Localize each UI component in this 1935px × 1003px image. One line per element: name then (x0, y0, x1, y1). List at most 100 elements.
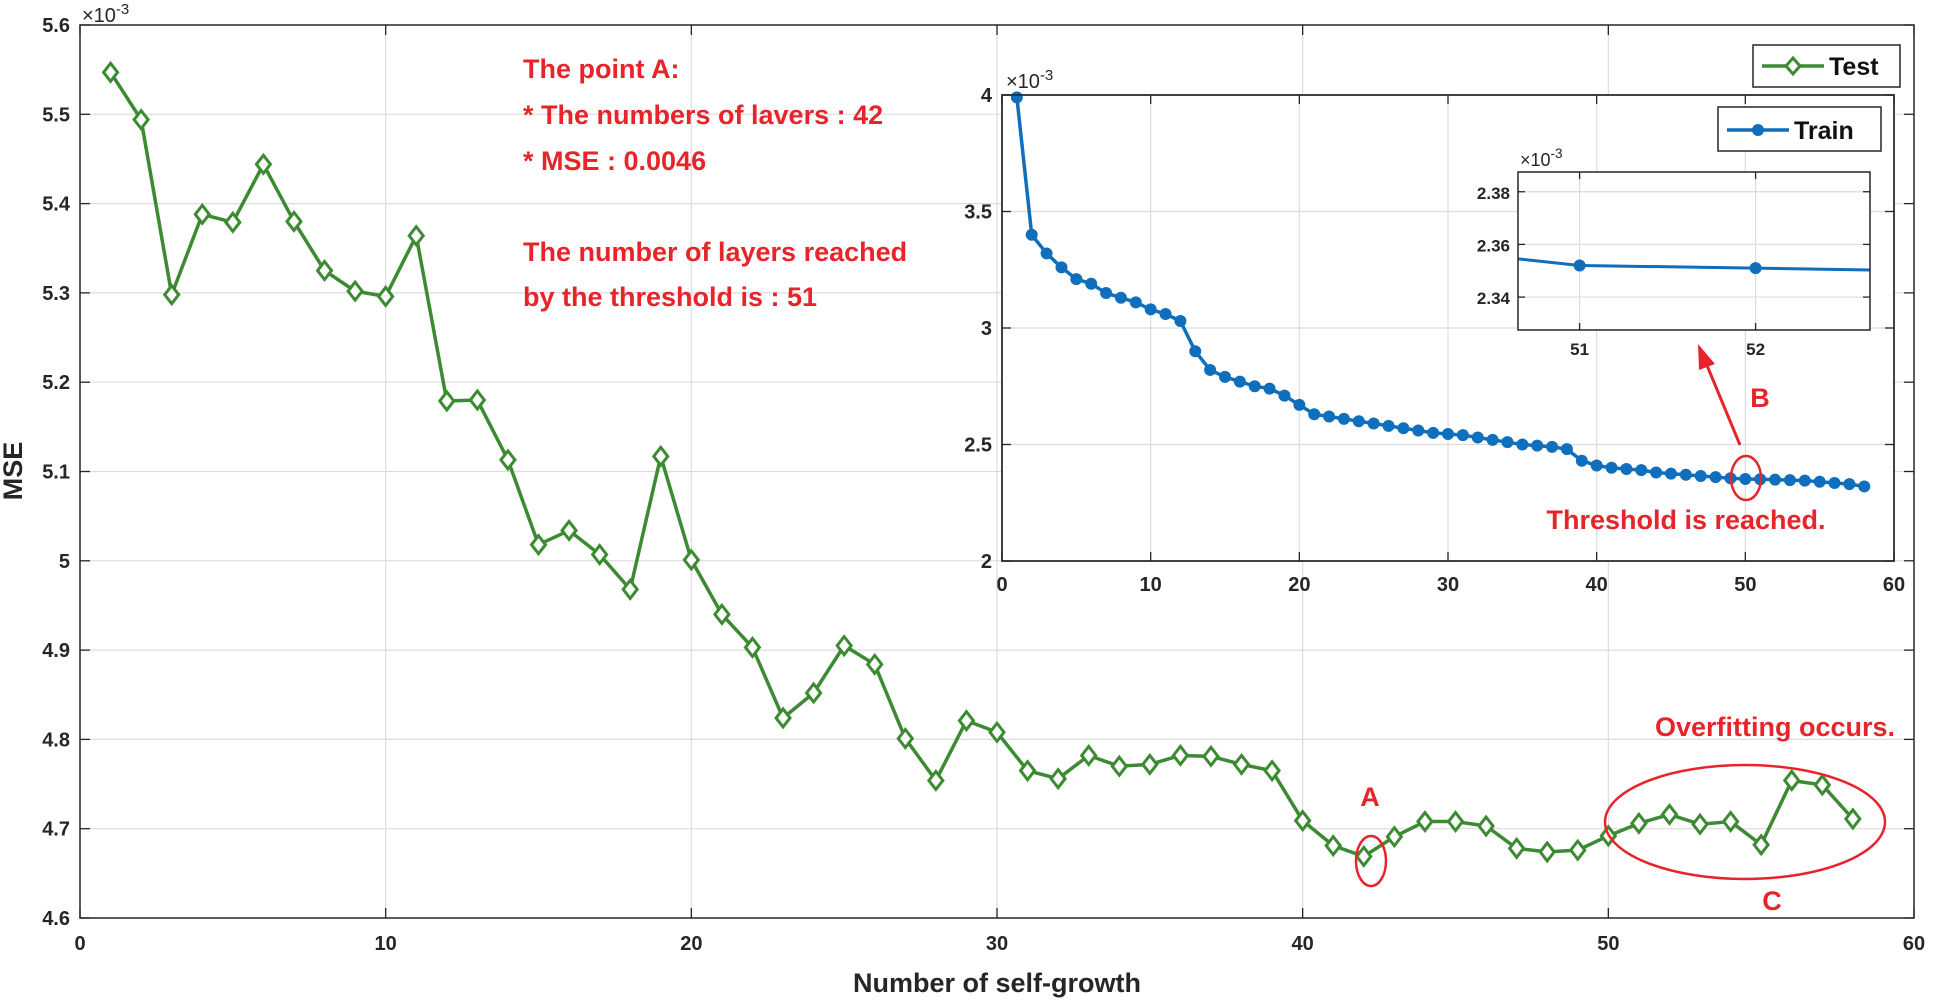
main-y-tick-label: 5 (59, 551, 70, 573)
zoom-point-marker (1573, 259, 1586, 272)
test-point-marker (1202, 744, 1220, 768)
test-point-marker (926, 769, 945, 792)
train-point-marker (1546, 440, 1559, 453)
point-a-title: The point A: (523, 54, 679, 84)
zoom-x-tick-label: 51 (1570, 340, 1589, 359)
zoom-x-tick-label: 52 (1746, 340, 1765, 359)
train-point-marker (1843, 478, 1856, 491)
test-point-marker (101, 60, 120, 84)
main-y-ticks: 4.6 4.7 4.8 4.9 5 5.1 5.2 5.3 5.4 5.5 5.6 (42, 15, 1914, 930)
inset-y-tick-label: 3 (981, 318, 992, 340)
train-point-marker (1665, 467, 1677, 480)
main-x-tick-label: 20 (680, 933, 702, 955)
test-point-marker (1477, 814, 1495, 838)
train-point-marker (1248, 380, 1261, 393)
test-point-marker (132, 108, 151, 132)
train-point-marker (1620, 462, 1633, 475)
threshold-arrow-head (1698, 344, 1715, 370)
inset-x-tick-label: 0 (996, 574, 1007, 596)
main-x-tick-label: 30 (986, 933, 1008, 955)
test-point-marker (193, 202, 212, 226)
test-point-marker (743, 635, 762, 659)
test-point-marker (560, 518, 578, 542)
threshold-note-line2: by the threshold is : 51 (523, 282, 817, 312)
legend-train-label: Train (1794, 117, 1854, 145)
test-point-marker (1416, 810, 1434, 833)
test-point-marker (223, 210, 242, 234)
test-point-marker (254, 152, 273, 176)
main-y-tick-label: 5.4 (42, 194, 71, 216)
zoom-axes-box (1517, 171, 1871, 331)
test-point-marker (1110, 754, 1129, 778)
train-point-marker (1010, 91, 1023, 104)
threshold-note-line1: The number of layers reached (523, 237, 907, 267)
zoom-y-tick-label: 2.34 (1477, 289, 1511, 308)
train-point-marker (1233, 375, 1246, 388)
test-point-marker (437, 389, 456, 413)
train-point-marker (1516, 438, 1529, 451)
train-point-marker (1308, 408, 1321, 421)
train-point-marker (1709, 471, 1722, 484)
train-point-marker (1129, 296, 1142, 309)
train-point-marker (1219, 370, 1231, 383)
main-x-tick-label: 50 (1597, 933, 1619, 955)
train-point-marker (1323, 410, 1336, 423)
test-point-marker (407, 224, 426, 248)
legend-test-marker (1784, 55, 1802, 77)
train-point-marker (1189, 345, 1202, 358)
train-point-marker (1650, 466, 1663, 479)
legend-test-box (1752, 44, 1901, 88)
train-point-marker (1694, 469, 1707, 482)
legend-test: Test (1752, 44, 1901, 88)
inset-x-tick-label: 30 (1437, 574, 1459, 596)
test-point-marker (590, 543, 609, 566)
test-point-marker (774, 706, 792, 730)
main-y-tick-label: 4.6 (42, 908, 70, 930)
train-point-marker (1442, 428, 1454, 441)
main-x-tick-label: 40 (1292, 933, 1314, 955)
zoom-series-line (1517, 257, 1871, 272)
train-point-marker (1560, 443, 1573, 456)
train-point-marker (1040, 247, 1053, 260)
test-point-marker (1140, 752, 1159, 776)
test-point-marker (1721, 810, 1740, 833)
test-point-marker (1018, 759, 1037, 783)
test-point-marker (1843, 807, 1862, 831)
train-series-line (1015, 97, 1865, 489)
train-point-marker (1605, 461, 1618, 474)
threshold-arrow-line (1704, 362, 1742, 446)
test-point-marker (1507, 836, 1526, 860)
train-point-marker (1575, 454, 1588, 467)
train-point-marker (1828, 476, 1841, 489)
main-y-tick-label: 4.7 (42, 819, 70, 841)
test-point-marker (682, 548, 701, 572)
main-y-tick-label: 4.9 (42, 640, 70, 662)
train-point-marker (1858, 480, 1871, 493)
train-point-marker (1070, 273, 1083, 286)
test-point-marker (1293, 809, 1312, 833)
main-series-test (101, 60, 1862, 868)
main-y-tick-label: 4.8 (42, 729, 70, 751)
inset-x-tick-label: 60 (1883, 574, 1905, 596)
train-point-marker (1456, 429, 1469, 442)
test-point-marker (957, 709, 976, 733)
main-y-tick-label: 5.6 (42, 15, 70, 37)
zoom-grid (1518, 172, 1870, 330)
train-point-marker (1100, 287, 1113, 300)
train-point-marker (1486, 433, 1499, 446)
train-point-marker (1382, 419, 1395, 432)
zoom-series-train (1517, 257, 1871, 275)
test-point-marker (1446, 810, 1465, 833)
test-point-marker (712, 602, 731, 626)
label-c: C (1762, 886, 1782, 916)
inset-y-tick-label: 2.5 (964, 435, 992, 457)
train-point-marker (1055, 261, 1068, 274)
zoom-y-tick-label: 2.36 (1477, 236, 1510, 255)
train-point-marker (1293, 398, 1306, 411)
inset-y-multiplier: ×10-3 (1006, 67, 1053, 93)
test-point-marker (835, 634, 854, 658)
overfitting-note: Overfitting occurs. (1655, 712, 1895, 742)
zoom-y-tick-label: 2.38 (1477, 184, 1510, 203)
test-point-marker (621, 577, 640, 601)
test-point-marker (1660, 802, 1679, 826)
